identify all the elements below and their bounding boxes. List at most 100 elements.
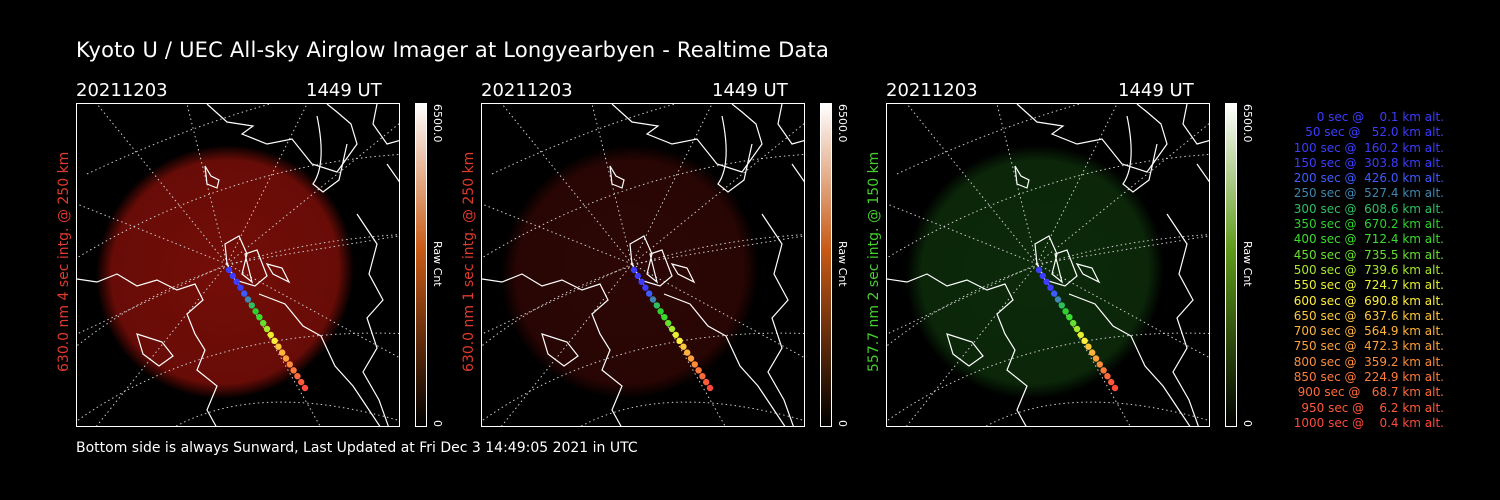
coastline — [386, 163, 399, 183]
legend-entry: 150 sec @ 303.8 km alt. — [1293, 155, 1444, 170]
colorbar-max: 6500.0 — [431, 104, 444, 143]
colorbar — [1225, 103, 1237, 427]
trajectory-point — [260, 319, 267, 327]
legend-entry: 100 sec @ 160.2 km alt. — [1293, 140, 1444, 155]
legend-entry: 550 sec @ 724.7 km alt. — [1293, 278, 1444, 293]
trajectory-point — [653, 302, 660, 309]
colorbar — [820, 103, 832, 427]
trajectory-point — [290, 367, 297, 374]
trajectory-point — [642, 284, 649, 291]
coastline — [777, 104, 804, 145]
legend-entry: 300 sec @ 608.6 km alt. — [1293, 201, 1444, 216]
coastline — [541, 333, 579, 367]
coastline — [717, 115, 753, 193]
panel-ylabel: 557.7 nm 2 sec intg. @ 150 km — [866, 151, 882, 372]
coastline — [670, 263, 696, 284]
legend-entry: 350 sec @ 670.2 km alt. — [1293, 217, 1444, 232]
coastline — [1068, 293, 1191, 426]
trajectory-point — [1058, 302, 1065, 309]
trajectory-point — [233, 278, 240, 285]
trajectory-point — [706, 384, 714, 392]
colorbar-min: 0 — [836, 420, 849, 427]
coastline — [136, 333, 174, 367]
coastline — [1166, 213, 1199, 426]
trajectory-point — [657, 308, 664, 315]
trajectory-point — [267, 331, 274, 339]
trajectory-point — [1047, 284, 1054, 291]
page-title: Kyoto U / UEC All-sky Airglow Imager at … — [76, 38, 830, 62]
trajectory-point — [294, 373, 301, 380]
footer-status: Bottom side is always Sunward, Last Upda… — [76, 440, 638, 456]
trajectory-point — [699, 373, 706, 380]
legend-entry: 600 sec @ 690.8 km alt. — [1293, 293, 1444, 308]
legend-entry: 400 sec @ 712.4 km alt. — [1293, 232, 1444, 247]
coastline — [761, 213, 794, 426]
colorbar-min: 0 — [431, 420, 444, 427]
trajectory-point — [638, 278, 645, 285]
coastline — [1075, 263, 1101, 284]
legend-entry: 1000 sec @ 0.4 km alt. — [1293, 415, 1444, 430]
trajectory-point — [225, 266, 233, 274]
trajectory-point — [241, 290, 248, 297]
trajectory-legend: 0 sec @ 0.1 km alt. 50 sec @ 52.0 km alt.… — [1262, 110, 1444, 431]
legend-entry: 650 sec @ 637.6 km alt. — [1293, 308, 1444, 323]
trajectory-point — [1073, 325, 1081, 333]
trajectory-point — [691, 361, 698, 368]
panel-ylabel: 630.0 nm 1 sec intg. @ 250 km — [461, 151, 477, 372]
all-sky-image — [481, 103, 805, 427]
trajectory-point — [665, 319, 672, 327]
trajectory-point — [1077, 331, 1084, 339]
trajectory-point — [634, 272, 641, 280]
coastline — [887, 273, 1028, 426]
coastline — [946, 333, 984, 367]
trajectory-point — [1092, 355, 1100, 362]
trajectory-point — [237, 284, 244, 291]
coastline — [204, 165, 220, 189]
trajectory-point — [646, 290, 653, 297]
coastline — [791, 163, 804, 183]
trajectory-point — [1108, 378, 1115, 386]
coastline — [1014, 165, 1030, 189]
trajectory-point — [680, 343, 687, 350]
legend-entry: 850 sec @ 224.9 km alt. — [1293, 370, 1444, 385]
trajectory-point — [1070, 319, 1077, 327]
legend-entry: 0 sec @ 0.1 km alt. — [1316, 110, 1444, 124]
trajectory-point — [649, 296, 657, 303]
trajectory-point — [1096, 361, 1103, 368]
trajectory-point — [672, 331, 679, 339]
trajectory-point — [1104, 373, 1111, 380]
trajectory-point — [695, 367, 702, 374]
legend-entry: 450 sec @ 735.5 km alt. — [1293, 247, 1444, 262]
coastline — [312, 115, 348, 193]
coastline — [611, 104, 763, 173]
panel-date: 20211203 — [76, 80, 168, 101]
panel-time: 1449 UT — [306, 80, 382, 101]
legend-entry: 900 sec @ 68.7 km alt. — [1297, 385, 1444, 400]
trajectory-point — [256, 314, 263, 321]
trajectory-point — [676, 337, 683, 344]
legend-entry: 50 sec @ 52.0 km alt. — [1305, 125, 1444, 140]
trajectory-point — [282, 355, 290, 362]
coastline — [482, 273, 623, 426]
trajectory-point — [661, 314, 668, 321]
coastline — [663, 293, 786, 426]
trajectory-point — [1066, 314, 1073, 321]
coastline — [609, 165, 625, 189]
coastline — [372, 104, 399, 145]
legend-entry: 950 sec @ 6.2 km alt. — [1301, 400, 1444, 415]
trajectory-point — [229, 272, 236, 280]
coastline — [77, 273, 218, 426]
trajectory-point — [286, 361, 293, 368]
trajectory-point — [1081, 337, 1088, 344]
coastline — [356, 213, 389, 426]
colorbar-label: Raw Cnt — [836, 241, 849, 287]
trajectory-point — [244, 296, 252, 303]
airglow-field — [905, 144, 1165, 400]
trajectory-point — [1111, 384, 1119, 392]
coastline — [1182, 104, 1209, 145]
coastline — [1016, 104, 1168, 173]
trajectory-point — [252, 308, 259, 315]
coastline — [265, 263, 291, 284]
coastline — [206, 104, 358, 173]
coastline — [1196, 163, 1209, 183]
